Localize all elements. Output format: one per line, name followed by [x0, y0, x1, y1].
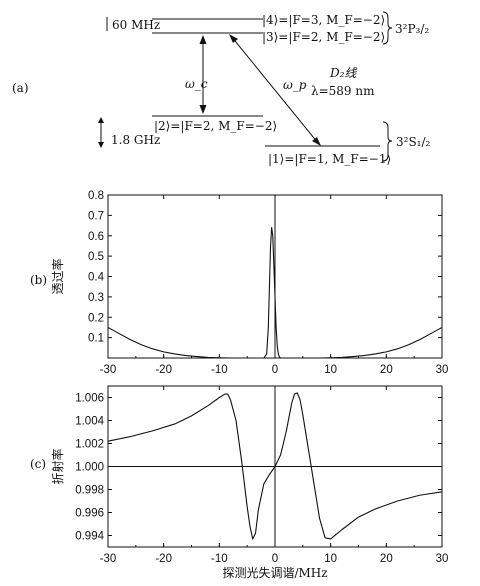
wavelength-label: λ=589 nm — [311, 84, 375, 98]
y-tick-label: 1.006 — [75, 393, 104, 405]
panel-label: (b) — [30, 273, 47, 287]
split-upper-label: 60 MHz — [112, 18, 160, 32]
x-tick-label: -20 — [155, 553, 172, 565]
level-4-label: |4⟩=|F=3, M_F=−2⟩ — [262, 13, 385, 27]
y-tick-label: 0.6 — [88, 231, 104, 243]
coupling-arrow-down-icon — [199, 105, 207, 114]
refractive-index-chart: -30 -20 -10 0 10 20 30 1.006 1.004 1.002 1.000 0.99… — [30, 385, 449, 580]
energy-level-diagram: (a) |4⟩=|F=3, M_F=−2⟩ |3⟩=|F=2, M_F=−2⟩ … — [12, 11, 431, 166]
line-name-label: D₂线 — [329, 66, 357, 80]
y-tick-label: 0.1 — [88, 333, 104, 345]
y-tick-label: 0.5 — [88, 251, 104, 263]
x-axis-label: 探测光失调谐/MHz — [222, 565, 327, 580]
y-tick-label: 0.996 — [75, 508, 104, 520]
x-tick-label: 10 — [324, 553, 337, 565]
panel-label: (c) — [30, 457, 46, 471]
term-upper-label: 3²P₃/₂ — [395, 22, 429, 36]
omega-p-label: ω_p — [283, 78, 307, 92]
y-tick-label: 0.994 — [75, 531, 104, 543]
data-series-line — [107, 392, 443, 540]
upper-brace-icon — [382, 11, 393, 45]
coupling-arrow-up-icon — [199, 35, 207, 44]
x-tick-label: 30 — [436, 553, 449, 565]
y-axis-label: 折射率 — [50, 448, 65, 484]
y-tick-label: 0.3 — [88, 292, 104, 304]
transmission-chart: -30 -20 -10 0 10 20 30 0.1 0.2 0.3 0.4 0.5 0.6 0.7 0.8… — [30, 190, 448, 376]
y-tick-label: 0.4 — [88, 272, 105, 284]
lower-brace-icon — [382, 121, 393, 162]
y-tick-label: 1.004 — [75, 416, 104, 428]
y-tick-label: 0.7 — [88, 210, 104, 222]
x-tick-label: 0 — [272, 553, 278, 565]
probe-arrow-up-icon — [229, 34, 238, 43]
x-tick-label: -30 — [100, 553, 117, 565]
split-lower-label: 1.8 GHz — [111, 133, 160, 147]
split-lower-arrow-up-icon — [98, 117, 104, 123]
panel-a-label: (a) — [12, 81, 29, 95]
x-tick-label: 20 — [380, 553, 393, 565]
omega-c-label: ω_c — [185, 77, 208, 91]
y-tick-label: 0.998 — [75, 485, 104, 497]
level-2-label: |2⟩=|F=2, M_F=−2⟩ — [154, 119, 277, 133]
y-tick-label: 0.2 — [88, 312, 104, 324]
x-tick-label: -20 — [155, 364, 172, 376]
probe-transition-arrow — [230, 35, 319, 144]
x-tick-label: -30 — [100, 364, 117, 376]
x-tick-label: -10 — [211, 364, 228, 376]
level-1-label: |1⟩=|F=1, M_F=−1⟩ — [268, 152, 391, 166]
y-tick-label: 1.000 — [75, 462, 104, 474]
x-tick-label: -10 — [211, 553, 228, 565]
y-tick-label: 0.8 — [88, 190, 104, 202]
x-tick-label: 10 — [324, 364, 337, 376]
split-lower-arrow-down-icon — [98, 142, 104, 148]
data-series-line — [107, 227, 443, 359]
x-tick-label: 0 — [272, 364, 278, 376]
y-axis-label: 透过率 — [50, 258, 65, 294]
probe-arrow-down-icon — [312, 137, 321, 146]
term-lower-label: 3²S₁/₂ — [396, 135, 431, 149]
x-tick-label: 30 — [436, 364, 449, 376]
level-3-label: |3⟩=|F=2, M_F=−2⟩ — [262, 30, 385, 44]
y-tick-label: 1.002 — [75, 439, 104, 451]
x-tick-label: 20 — [380, 364, 393, 376]
